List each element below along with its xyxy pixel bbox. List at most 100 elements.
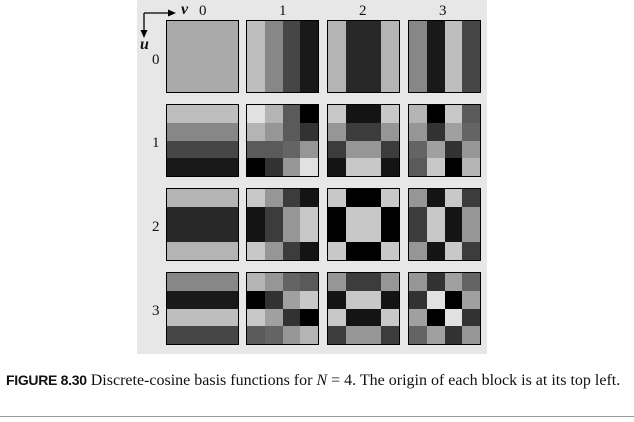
block-cell xyxy=(220,122,238,141)
block-cell xyxy=(300,74,318,92)
block-cell xyxy=(363,326,382,344)
block-cell xyxy=(426,105,445,123)
block-cell xyxy=(300,189,318,207)
block-cell xyxy=(184,140,203,159)
dct-basis-block-u1-v2 xyxy=(327,104,400,177)
block-cell xyxy=(167,38,185,57)
block-cell xyxy=(264,189,283,207)
dct-basis-block-u0-v0 xyxy=(166,20,239,93)
caption-text-after: = 4. The origin of each block is at its … xyxy=(327,372,621,389)
col-label-3: 3 xyxy=(439,3,447,19)
block-cell xyxy=(202,326,221,344)
block-cell xyxy=(363,21,382,39)
block-cell xyxy=(282,326,301,344)
block-cell xyxy=(444,189,463,207)
block-cell xyxy=(247,326,265,344)
block-cell xyxy=(462,206,480,225)
block-cell xyxy=(328,206,346,225)
block-cell xyxy=(345,189,364,207)
dct-basis-block-u2-v3 xyxy=(408,188,481,261)
block-cell xyxy=(409,224,427,243)
dct-basis-block-u3-v3 xyxy=(408,272,481,345)
block-cell xyxy=(202,206,221,225)
block-cell xyxy=(220,242,238,260)
block-cell xyxy=(282,122,301,141)
block-cell xyxy=(381,158,399,176)
block-cell xyxy=(264,224,283,243)
block-cell xyxy=(444,21,463,39)
block-cell xyxy=(264,326,283,344)
block-cell xyxy=(247,158,265,176)
block-cell xyxy=(220,290,238,309)
block-cell xyxy=(444,122,463,141)
block-cell xyxy=(345,105,364,123)
block-cell xyxy=(381,224,399,243)
block-cell xyxy=(282,206,301,225)
row-label-2: 2 xyxy=(152,219,160,235)
block-cell xyxy=(462,122,480,141)
block-cell xyxy=(167,242,185,260)
row-label-3: 3 xyxy=(152,303,160,319)
block-cell xyxy=(328,224,346,243)
block-cell xyxy=(220,140,238,159)
block-cell xyxy=(202,290,221,309)
block-cell xyxy=(264,38,283,57)
block-cell xyxy=(167,224,185,243)
block-cell xyxy=(462,56,480,75)
col-label-2: 2 xyxy=(359,3,367,19)
block-cell xyxy=(444,206,463,225)
block-cell xyxy=(202,140,221,159)
axis-label-u: u xyxy=(140,36,149,53)
block-cell xyxy=(282,308,301,327)
dct-basis-block-u0-v1 xyxy=(246,20,319,93)
block-cell xyxy=(184,105,203,123)
block-cell xyxy=(444,290,463,309)
block-cell xyxy=(409,56,427,75)
block-cell xyxy=(202,158,221,176)
block-cell xyxy=(282,189,301,207)
block-cell xyxy=(426,21,445,39)
caption-variable: N xyxy=(316,372,328,389)
block-cell xyxy=(167,158,185,176)
block-cell xyxy=(282,224,301,243)
block-cell xyxy=(202,224,221,243)
dct-basis-block-u3-v2 xyxy=(327,272,400,345)
block-cell xyxy=(444,140,463,159)
block-cell xyxy=(426,273,445,291)
block-cell xyxy=(345,56,364,75)
block-cell xyxy=(184,308,203,327)
block-cell xyxy=(247,206,265,225)
block-cell xyxy=(167,273,185,291)
block-cell xyxy=(328,140,346,159)
block-cell xyxy=(426,224,445,243)
block-cell xyxy=(300,140,318,159)
block-cell xyxy=(247,290,265,309)
block-cell xyxy=(167,308,185,327)
block-cell xyxy=(426,74,445,92)
block-cell xyxy=(167,189,185,207)
block-cell xyxy=(444,224,463,243)
block-cell xyxy=(202,273,221,291)
block-cell xyxy=(220,105,238,123)
block-cell xyxy=(247,189,265,207)
row-label-0: 0 xyxy=(152,52,160,68)
block-cell xyxy=(300,308,318,327)
block-cell xyxy=(345,74,364,92)
block-cell xyxy=(462,189,480,207)
block-cell xyxy=(444,326,463,344)
block-cell xyxy=(345,140,364,159)
block-cell xyxy=(282,158,301,176)
block-cell xyxy=(184,326,203,344)
block-cell xyxy=(247,122,265,141)
block-cell xyxy=(184,56,203,75)
block-cell xyxy=(381,122,399,141)
block-cell xyxy=(426,189,445,207)
block-cell xyxy=(444,273,463,291)
block-cell xyxy=(300,326,318,344)
block-cell xyxy=(247,56,265,75)
block-cell xyxy=(328,158,346,176)
block-cell xyxy=(202,242,221,260)
block-cell xyxy=(300,242,318,260)
block-cell xyxy=(282,38,301,57)
caption-text-before: Discrete-cosine basis functions for xyxy=(86,372,317,389)
